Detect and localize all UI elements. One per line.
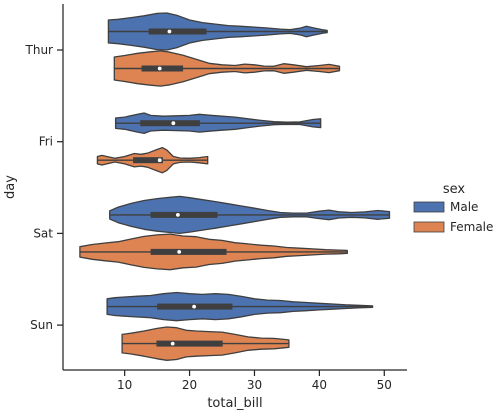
violin-iqr-box <box>156 340 223 347</box>
x-tick-label: 10 <box>117 378 132 392</box>
violin-median-point <box>157 158 162 163</box>
violin-iqr-box <box>140 120 200 127</box>
legend-title: sex <box>443 182 466 197</box>
x-tick-label: 20 <box>182 378 197 392</box>
legend-swatch-female <box>413 221 445 233</box>
violin-median-point <box>175 213 180 217</box>
y-ticks: Thur Fri Sat Sun <box>25 43 63 332</box>
y-tick-label: Fri <box>39 135 53 149</box>
violin-iqr-box <box>150 211 218 218</box>
x-ticks: 10 20 30 40 50 <box>117 370 392 392</box>
violin-iqr-box <box>148 28 207 35</box>
x-axis-label: total_bill <box>207 396 262 411</box>
legend: sex Male Female <box>413 182 493 234</box>
y-tick-label: Sat <box>33 226 53 240</box>
violin-median-point <box>177 250 182 254</box>
legend-swatch-male <box>413 201 445 213</box>
violin-median-point <box>171 121 176 126</box>
violin-median-point <box>170 341 175 346</box>
legend-label-male: Male <box>450 200 478 214</box>
violin-iqr-box <box>133 157 163 164</box>
violin-median-point <box>192 304 197 309</box>
y-tick-label: Thur <box>25 43 54 57</box>
y-axis-label: day <box>3 175 18 199</box>
violin-median-point <box>157 66 162 71</box>
violin-layer <box>79 12 391 361</box>
y-tick-label: Sun <box>30 318 53 332</box>
x-tick-label: 40 <box>312 378 327 392</box>
violin-iqr-box <box>150 248 227 255</box>
legend-label-female: Female <box>450 220 493 234</box>
axes: 10 20 30 40 50 Thur Fri Sat Sun total_bill day <box>3 4 407 411</box>
x-tick-label: 30 <box>247 378 262 392</box>
violin-median-point <box>167 29 172 34</box>
violin-iqr-box <box>141 65 184 72</box>
x-tick-label: 50 <box>377 378 392 392</box>
